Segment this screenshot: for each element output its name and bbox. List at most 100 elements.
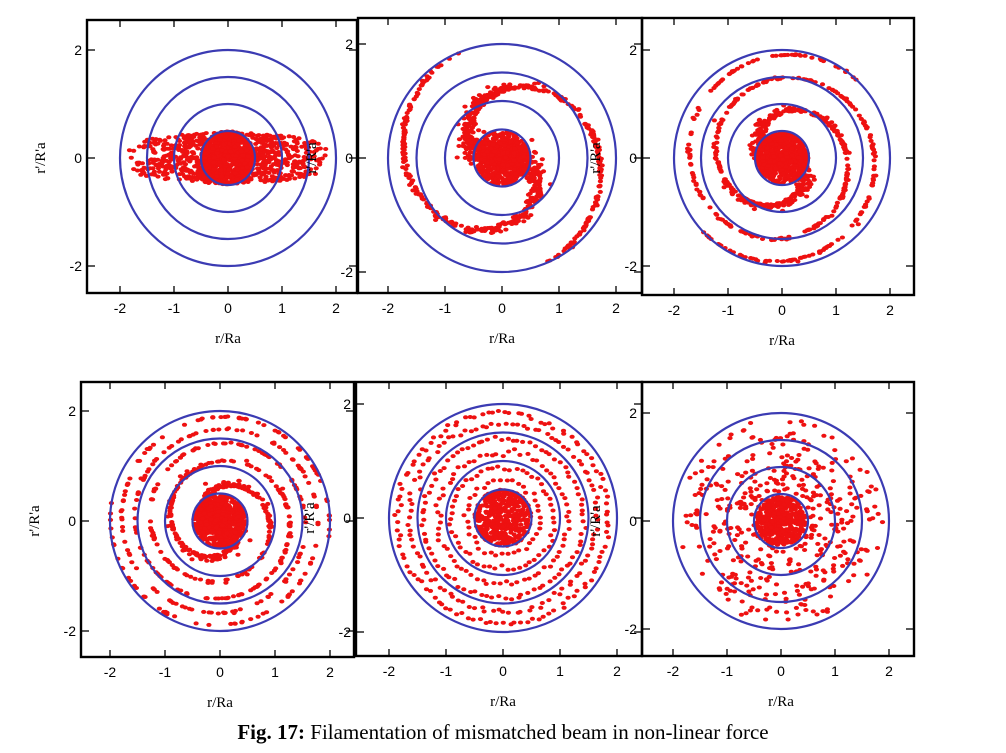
data-point [711,118,718,123]
data-point [168,152,174,157]
data-point [491,166,497,171]
data-point [142,451,148,455]
data-point [458,223,464,228]
data-point [596,157,602,162]
data-point [193,446,199,451]
data-point [281,160,287,165]
data-point [597,179,604,184]
data-point [159,160,165,165]
data-point [500,168,506,173]
data-point [844,173,850,178]
data-point [834,200,841,205]
data-point [532,85,538,90]
data-point [128,155,134,160]
data-point [255,167,261,172]
data-point [538,162,544,167]
data-point [780,157,786,162]
data-point [470,95,477,100]
data-point [208,173,215,178]
data-point [593,196,599,201]
data-point [506,84,512,89]
data-point [150,497,156,502]
data-point [466,158,473,162]
data-point [535,189,541,194]
data-point [871,164,878,169]
data-point [294,149,300,153]
data-point [847,102,854,107]
data-point [281,448,287,452]
data-point [720,77,726,82]
data-point [313,166,319,171]
data-point [485,85,491,90]
data-point [402,141,408,146]
data-point [814,222,821,227]
data-point [789,258,795,263]
data-point [240,428,246,433]
data-point [775,110,781,115]
data-point [846,167,852,171]
data-point [869,146,876,151]
data-point [537,176,543,181]
data-point [462,104,468,109]
data-point [186,606,193,611]
data-point [577,112,583,117]
data-point [173,601,179,606]
data-point [262,169,269,174]
data-point [125,548,131,553]
y-tick-label: 0 [345,150,353,166]
data-point [248,176,254,181]
data-point [853,107,859,112]
data-point [760,121,766,126]
data-point [758,133,764,138]
data-point [508,139,514,144]
data-point [490,142,496,147]
data-point [150,166,156,171]
data-point [691,175,697,180]
data-point [767,117,773,122]
data-point [283,547,289,552]
data-point [817,250,823,255]
data-point [401,129,407,134]
data-point [776,133,783,138]
data-point [438,63,444,68]
data-point [310,556,316,561]
data-point [300,162,306,167]
data-point [283,577,289,582]
data-point [576,107,582,112]
data-point [248,131,254,136]
data-point [160,156,166,161]
data-point [764,146,770,151]
data-point [155,482,161,487]
data-point [773,53,779,58]
data-point [131,167,137,172]
data-point [190,139,196,144]
data-point [687,147,693,152]
data-point [136,160,142,165]
data-point [269,174,275,179]
data-point [118,509,124,514]
data-point [715,81,721,86]
data-point [215,611,221,616]
data-point [831,209,837,214]
data-point [192,576,198,581]
data-point [234,177,240,182]
data-point [214,134,220,139]
data-point [763,258,769,263]
data-point [493,228,499,233]
data-point [846,150,852,155]
data-point [296,136,302,141]
reference-circle [145,75,311,241]
data-point [203,151,209,156]
data-point [590,135,596,140]
data-point [416,87,422,92]
data-point [407,102,413,107]
data-point [202,481,209,486]
x-tick-label: 2 [612,300,620,316]
data-point [221,142,227,147]
data-point [527,191,533,196]
data-point [808,173,814,178]
data-point [279,555,285,560]
data-point [286,134,292,139]
data-point [501,143,507,148]
data-point [456,137,463,142]
